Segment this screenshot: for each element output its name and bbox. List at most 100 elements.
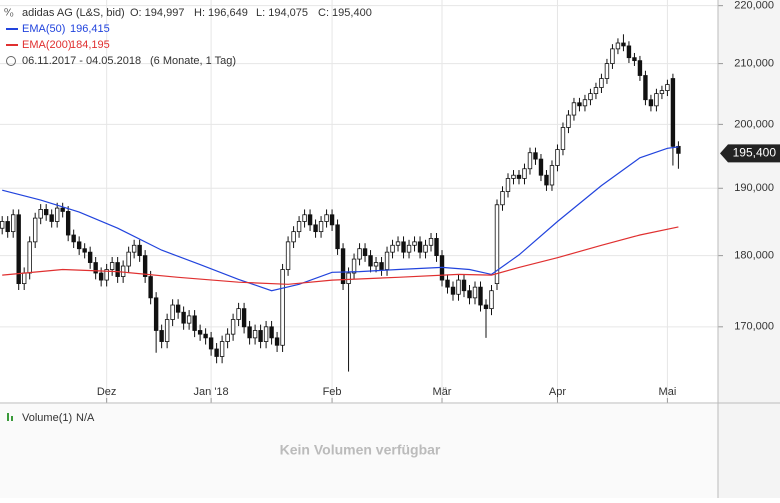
- candle-body: [10, 214, 16, 233]
- candle-body: [500, 191, 505, 206]
- candle-body: [219, 341, 225, 357]
- candle-body: [626, 45, 632, 59]
- candle-body: [126, 251, 131, 267]
- y-tick-label: 200,000: [734, 118, 774, 130]
- candle-body: [38, 209, 43, 219]
- candle-body: [269, 326, 274, 339]
- clock-icon: [6, 56, 16, 66]
- candle-body: [131, 244, 137, 253]
- x-tick-label: Dez: [97, 386, 117, 398]
- candle-body: [604, 63, 610, 79]
- candle-body: [670, 78, 676, 147]
- candle-body: [505, 178, 511, 192]
- candle-body: [665, 84, 670, 91]
- candle-body: [390, 244, 395, 253]
- volume-icon: [11, 416, 13, 421]
- candle-body: [142, 255, 148, 277]
- candle-body: [120, 265, 126, 277]
- candle-body: [522, 168, 527, 179]
- ema-line: [2, 146, 679, 292]
- candle-body: [648, 99, 654, 107]
- candle-body: [593, 87, 599, 95]
- candle-body: [153, 297, 159, 331]
- candle-body: [368, 255, 373, 267]
- y-tick-label: 180,000: [734, 250, 774, 262]
- candle-body: [324, 214, 329, 222]
- candle-body: [412, 241, 417, 246]
- ohlc-label: H: 196,649: [194, 7, 248, 19]
- candle-body: [43, 209, 49, 216]
- candle-body: [313, 224, 318, 233]
- last-price-label: 195,400: [733, 146, 777, 160]
- candle-body: [214, 348, 219, 357]
- legend-value: 196,415: [70, 23, 110, 35]
- period: 06.11.2017 - 04.05.2018: [22, 55, 141, 67]
- candle-body: [329, 214, 335, 226]
- instrument-title: adidas AG (L&S, bid): [22, 7, 125, 19]
- ema-line: [2, 226, 679, 285]
- axis-panel: [718, 0, 780, 498]
- candle-body: [676, 145, 681, 154]
- candle-body: [643, 75, 648, 101]
- candle-body: [610, 48, 615, 64]
- candle-body: [417, 241, 423, 253]
- candle-body: [659, 90, 665, 95]
- candle-body: [16, 214, 21, 285]
- candle-body: [566, 114, 571, 128]
- candle-body: [637, 60, 643, 76]
- candle-body: [82, 248, 87, 253]
- candle-body: [65, 211, 71, 236]
- candle-body: [384, 251, 390, 270]
- candle-body: [208, 337, 214, 350]
- candle-body: [428, 238, 434, 246]
- candle-body: [247, 326, 252, 339]
- candle-body: [302, 214, 307, 222]
- candle-body: [49, 214, 54, 222]
- period-range: (6 Monate, 1 Tag): [150, 55, 236, 67]
- candle-body: [632, 57, 637, 62]
- candle-body: [549, 165, 555, 186]
- candle-body: [137, 244, 142, 257]
- candle-body: [654, 93, 659, 107]
- ohlc-label: L: 194,075: [256, 7, 308, 19]
- legend-value: 184,195: [70, 39, 110, 51]
- candle-body: [544, 174, 549, 186]
- volume-message: Kein Volumen verfügbar: [280, 442, 441, 458]
- candle-body: [109, 262, 115, 270]
- x-tick-label: Apr: [549, 386, 566, 398]
- candle-body: [318, 221, 324, 233]
- candle-body: [291, 231, 296, 243]
- candle-body: [478, 286, 483, 306]
- y-tick-label: 210,000: [734, 58, 774, 70]
- candle-body: [32, 217, 38, 243]
- candle-body: [181, 311, 186, 324]
- candle-body: [307, 214, 313, 226]
- candle-body: [533, 152, 538, 160]
- candle-body: [175, 304, 181, 313]
- candle-body: [494, 204, 500, 285]
- candle-body: [296, 221, 302, 233]
- plot: [0, 34, 681, 372]
- candle-body: [280, 269, 285, 346]
- candle-body: [445, 279, 450, 288]
- volume-label: Volume(1): [22, 412, 72, 424]
- x-tick-label: Mai: [659, 386, 677, 398]
- candle-body: [159, 330, 164, 342]
- candle-body: [197, 330, 203, 335]
- candle-body: [170, 304, 175, 320]
- candle-body: [104, 269, 109, 281]
- candle-body: [252, 330, 258, 339]
- candle-body: [423, 244, 428, 253]
- candle-body: [456, 279, 461, 295]
- candle-body: [54, 207, 60, 222]
- candle-body: [357, 248, 362, 260]
- candle-body: [489, 290, 494, 310]
- candle-body: [467, 290, 472, 299]
- candle-body: [571, 102, 577, 116]
- candle-body: [373, 262, 379, 267]
- candle-body: [461, 279, 467, 292]
- candle-body: [93, 262, 98, 274]
- candle-body: [511, 174, 516, 179]
- candle-body: [203, 333, 208, 339]
